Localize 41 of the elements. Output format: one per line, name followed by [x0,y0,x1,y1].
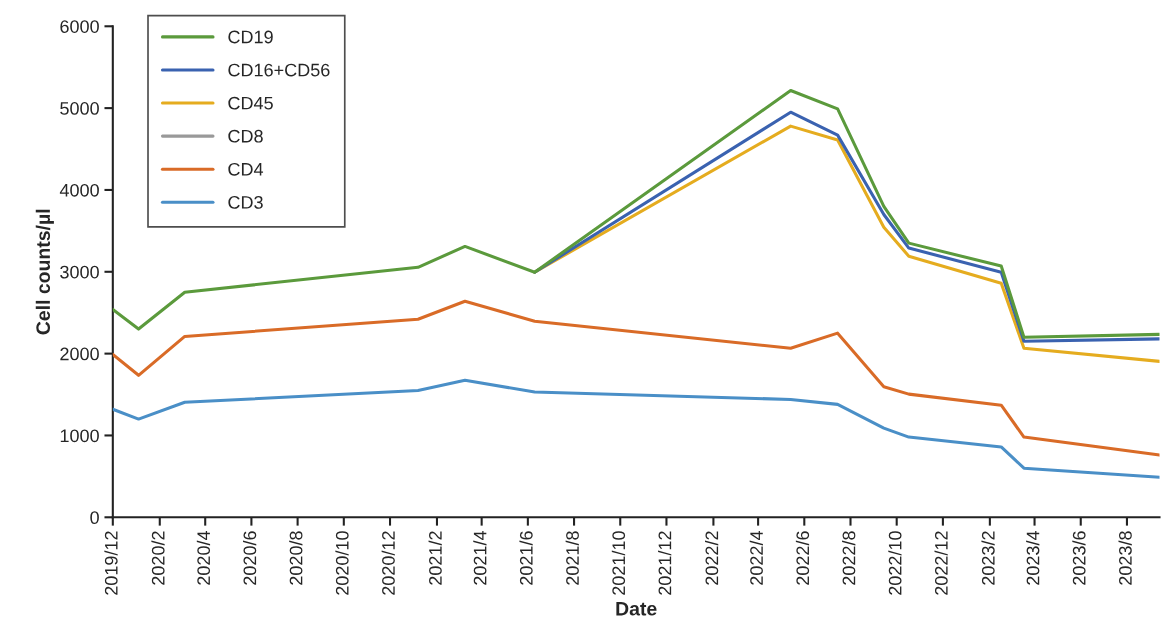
y-tick-label: 1000 [60,429,99,443]
y-tick-label: 4000 [59,183,99,197]
y-tick-label: 5000 [60,102,99,115]
x-tick-label: 2020/2 [151,531,165,585]
legend-label: CD3 [228,196,263,209]
x-tick-label: 2021/12 [658,531,672,595]
x-tick-label: 2021/8 [565,531,579,585]
x-tick-label: 2023/8 [1118,531,1132,585]
legend-label: CD19 [228,30,273,44]
line-series [112,88,1160,339]
x-tick-label: 2022/6 [795,531,810,585]
x-tick-label: 2020/6 [243,531,257,585]
x-tick-label: 2020/8 [289,531,303,585]
x-tick-label: 2022/4 [749,531,763,585]
y-axis-title: Cell counts/µl [35,209,54,335]
line-series [112,299,1160,457]
x-tick-label: 2021/10 [611,531,626,595]
x-tick-label: 2020/10 [335,531,349,595]
x-tick-label: 2021/2 [428,531,442,585]
x-tick-label: 2022/12 [934,531,948,595]
x-tick-label: 2021/6 [519,531,533,585]
x-tick-label: 2019/12 [104,531,118,595]
x-tick-label: 2022/2 [705,531,719,585]
legend-label: CD4 [228,162,264,176]
legend-label: CD45 [228,96,273,110]
x-tick-label: 2023/4 [1026,531,1040,585]
x-tick-label: 2023/2 [981,531,995,585]
line-series [112,378,1160,479]
legend-label: CD16+CD56 [228,63,330,77]
x-tick-label: 2022/8 [842,531,856,585]
y-tick-label: 2000 [60,347,99,361]
x-tick-label: 2021/4 [473,531,487,585]
x-tick-label: 2022/10 [888,531,902,595]
x-tick-label: 2020/12 [381,531,395,595]
legend-label: CD8 [228,129,263,143]
y-tick-label: 3000 [60,265,99,279]
y-tick-label: 0 [90,511,99,525]
x-tick-label: 2020/4 [196,531,211,585]
y-tick-label: 6000 [60,20,99,33]
x-axis-title: Date [616,602,657,616]
x-tick-label: 2023/6 [1072,531,1086,585]
